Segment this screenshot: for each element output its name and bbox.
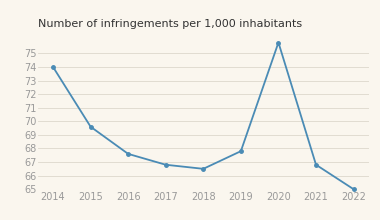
Text: Number of infringements per 1,000 inhabitants: Number of infringements per 1,000 inhabi… [38, 19, 302, 29]
